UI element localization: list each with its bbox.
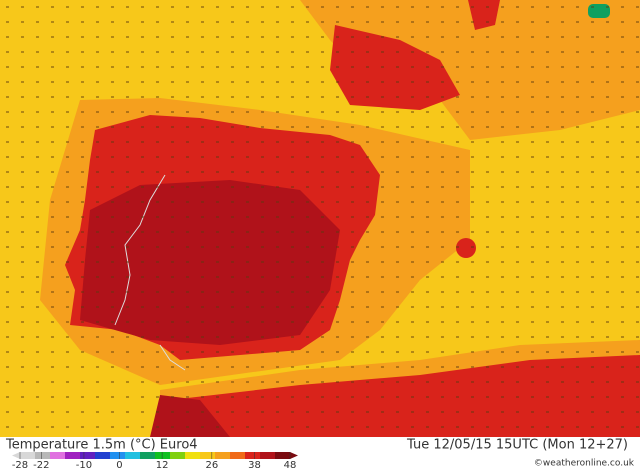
map xyxy=(0,0,640,437)
valid-time: Tue 12/05/15 15UTC (Mon 12+27) xyxy=(406,438,628,453)
colorbar-segment xyxy=(20,452,36,459)
colorbar-tick-label: -10 xyxy=(76,460,92,469)
value-grid-texture xyxy=(0,0,640,437)
colorbar-tick-label: -28 xyxy=(12,460,28,469)
colorbar-segment xyxy=(125,452,141,459)
colorbar-segment xyxy=(140,452,156,459)
colorbar-segment xyxy=(35,452,51,459)
colorbar-segment xyxy=(185,452,201,459)
colorbar-tick-label: 0 xyxy=(116,460,122,469)
colorbar-segment xyxy=(65,452,81,459)
colorbar-segment xyxy=(245,452,261,459)
colorbar: -28 -22 -10 0 12 26 38 48 xyxy=(12,452,298,469)
colorbar-segment xyxy=(200,452,216,459)
colorbar-segment xyxy=(170,452,186,459)
colorbar-segment xyxy=(110,452,126,459)
colorbar-arrow-left xyxy=(12,452,20,459)
colorbar-segment xyxy=(80,452,96,459)
colorbar-tick-label: 26 xyxy=(205,460,218,469)
colorbar-tick-label: -22 xyxy=(33,460,49,469)
colorbar-segment xyxy=(230,452,246,459)
title: Temperature 1.5m (°C) Euro4 xyxy=(5,438,198,453)
colorbar-segment xyxy=(50,452,66,459)
colorbar-tick-label: 38 xyxy=(248,460,261,469)
colorbar-segment xyxy=(215,452,231,459)
colorbar-segment xyxy=(275,452,291,459)
credit: ©weatheronline.co.uk xyxy=(534,459,635,469)
colorbar-arrow-right xyxy=(290,452,298,459)
colorbar-segment xyxy=(95,452,111,459)
colorbar-segment xyxy=(155,452,171,459)
colorbar-tick-label: 48 xyxy=(284,460,297,469)
colorbar-tick-label: 12 xyxy=(156,460,169,469)
colorbar-segment xyxy=(260,452,276,459)
